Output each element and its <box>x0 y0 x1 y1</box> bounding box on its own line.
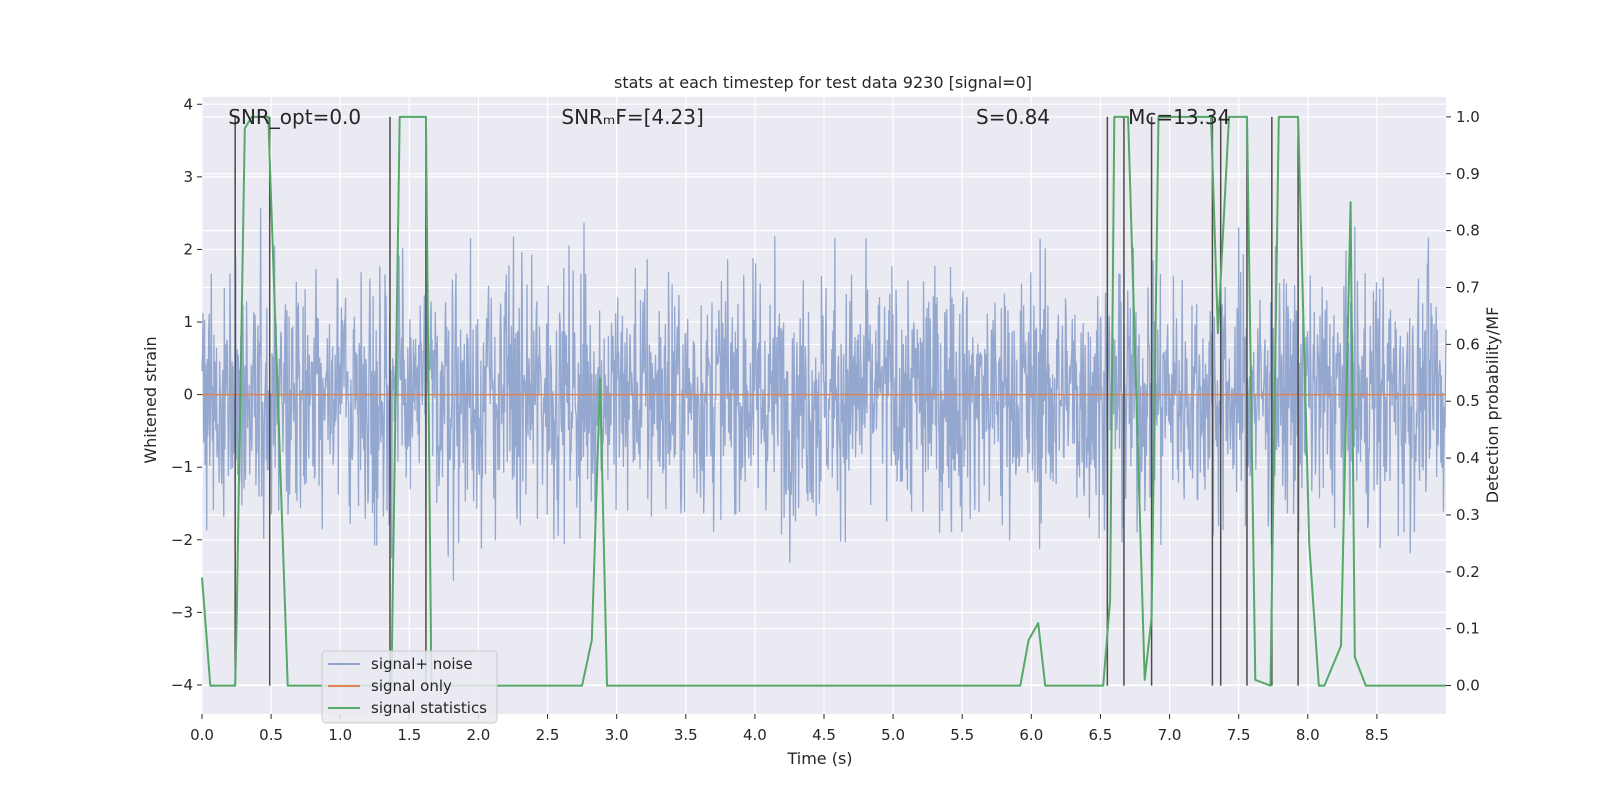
series-signal-noise <box>201 208 1447 581</box>
signal-statistics-line <box>201 115 1446 687</box>
x-tick-label: 3.5 <box>674 726 698 744</box>
y-axis-label: Whitened strain <box>141 336 160 463</box>
y2-tick-label: 0.7 <box>1456 279 1480 297</box>
y2-tick-label: 0.0 <box>1456 677 1480 695</box>
annotation-text: Mᴄ=13.34 <box>1128 105 1230 129</box>
y2-tick-label: 1.0 <box>1456 108 1480 126</box>
y2-tick-label: 0.3 <box>1456 506 1480 524</box>
annotation-text: SNR_opt=0.0 <box>228 105 361 129</box>
x-tick-label: 3.0 <box>605 726 629 744</box>
x-tick-label: 1.0 <box>328 726 352 744</box>
y2-tick-label: 0.2 <box>1456 563 1480 581</box>
legend: signal+ noise signal only signal statist… <box>321 650 498 724</box>
y-tick-label: 1 <box>183 313 193 331</box>
x-tick-label: 2.0 <box>467 726 491 744</box>
x-tick-label: 6.0 <box>1019 726 1043 744</box>
x-tick-label: 4.0 <box>743 726 767 744</box>
x-tick-label: 8.0 <box>1296 726 1320 744</box>
y2-tick-label: 0.9 <box>1456 165 1480 183</box>
x-tick-label: 6.5 <box>1089 726 1113 744</box>
y-tick-label: 2 <box>183 240 193 258</box>
legend-box <box>321 650 498 724</box>
x-tick-label: 5.5 <box>950 726 974 744</box>
y-tick-label: −1 <box>171 458 193 476</box>
x-tick-label: 4.5 <box>812 726 836 744</box>
y2-axis-label: Detection probability/MF <box>1483 307 1502 504</box>
y2-tick-label: 0.1 <box>1456 620 1480 638</box>
y-tick-label: 3 <box>183 168 193 186</box>
legend-label-signal-only: signal only <box>371 677 452 695</box>
legend-label-signal-noise: signal+ noise <box>371 655 473 673</box>
y2-tick-label: 0.6 <box>1456 335 1480 353</box>
legend-label-signal-statistics: signal statistics <box>371 699 487 717</box>
y-tick-label: 4 <box>183 95 193 113</box>
y2-tick-label: 0.8 <box>1456 222 1480 240</box>
y-tick-label: −2 <box>171 531 193 549</box>
x-tick-label: 7.5 <box>1227 726 1251 744</box>
y-tick-label: −3 <box>171 603 193 621</box>
x-tick-label: 5.0 <box>881 726 905 744</box>
axis-ticks: 0.0 0.5 1.0 1.5 2.0 2.5 3.0 3.5 4.0 4.5 5.0 5.5 6.0 6… <box>171 95 1480 744</box>
annotation-text: SNRₘF=[4.23] <box>561 105 703 129</box>
x-tick-label: 2.5 <box>536 726 560 744</box>
y-tick-label: 0 <box>183 386 193 404</box>
x-tick-label: 1.5 <box>397 726 421 744</box>
x-tick-label: 8.5 <box>1365 726 1389 744</box>
annotations: SNR_opt=0.0 SNRₘF=[4.23] S=0.84 Mᴄ=13.34 <box>228 105 1230 129</box>
x-tick-label: 0.0 <box>190 726 214 744</box>
annotation-text: S=0.84 <box>976 105 1050 129</box>
x-tick-label: 0.5 <box>259 726 283 744</box>
vertical-markers <box>234 116 1299 686</box>
y2-tick-label: 0.5 <box>1456 392 1480 410</box>
series-signal-statistics <box>201 115 1446 687</box>
chart-title: stats at each timestep for test data 923… <box>614 73 1032 92</box>
y2-tick-label: 0.4 <box>1456 449 1480 467</box>
y-tick-label: −4 <box>171 676 193 694</box>
x-axis-label: Time (s) <box>786 749 852 768</box>
x-tick-label: 7.0 <box>1158 726 1182 744</box>
signal-noise-line <box>201 208 1447 581</box>
